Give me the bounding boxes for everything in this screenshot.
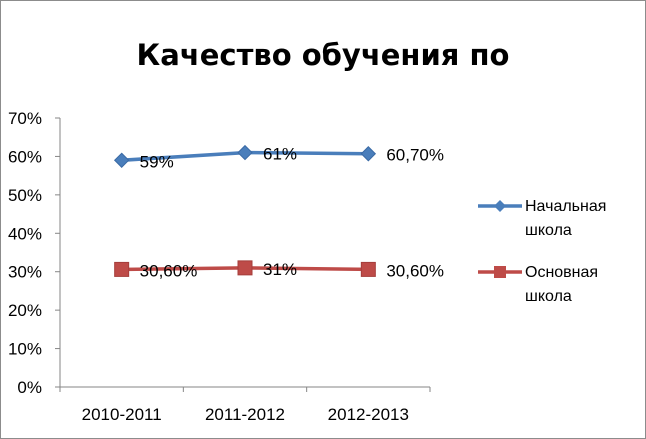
legend: Начальная школа Основная школа <box>478 198 606 305</box>
data-point-marker <box>360 261 376 277</box>
data-label: 30,60% <box>386 261 444 280</box>
y-tick-label: 70% <box>8 109 42 128</box>
data-label: 30,60% <box>140 261 198 280</box>
legend-label: школа <box>525 222 572 239</box>
data-label: 31% <box>263 260 297 279</box>
axes: 0% 10% 20% 30% 40% 50% 60% 70% 2010-2011 2011-201… <box>8 109 431 424</box>
data-point-marker <box>237 144 253 161</box>
legend-label: школа <box>525 288 572 305</box>
legend-item-2: Основная школа <box>478 264 598 305</box>
data-point-marker <box>360 146 377 162</box>
y-tick-label: 0% <box>17 378 42 397</box>
y-tick-label: 60% <box>8 147 42 166</box>
x-tick-label: 2011-2012 <box>205 405 285 424</box>
y-tick-label: 40% <box>8 224 42 243</box>
y-tick-label: 30% <box>8 263 42 282</box>
y-tick-label: 20% <box>8 301 42 320</box>
y-tick-label: 10% <box>8 340 42 359</box>
data-label: 60,70% <box>386 146 444 165</box>
data-point-marker <box>237 260 253 276</box>
series-1: 59% 61% 60,70% <box>113 144 444 171</box>
legend-marker <box>494 200 506 212</box>
legend-label: Начальная <box>525 198 606 215</box>
series-layer: 59% 61% 60,70% 30,60% 31% 30,60% <box>113 144 444 280</box>
data-label: 61% <box>263 145 297 164</box>
legend-item-1: Начальная школа <box>478 198 606 239</box>
x-tick-label: 2010-2011 <box>82 405 162 424</box>
legend-marker <box>494 266 506 278</box>
data-label: 59% <box>140 152 174 171</box>
legend-label: Основная <box>525 264 598 281</box>
x-tick-label: 2012-2013 <box>328 405 409 424</box>
data-point-marker <box>114 261 130 277</box>
y-tick-label: 50% <box>8 186 42 205</box>
data-point-marker <box>113 152 130 168</box>
series-2: 30,60% 31% 30,60% <box>114 260 444 280</box>
chart-title: Качество обучения по <box>136 38 510 72</box>
